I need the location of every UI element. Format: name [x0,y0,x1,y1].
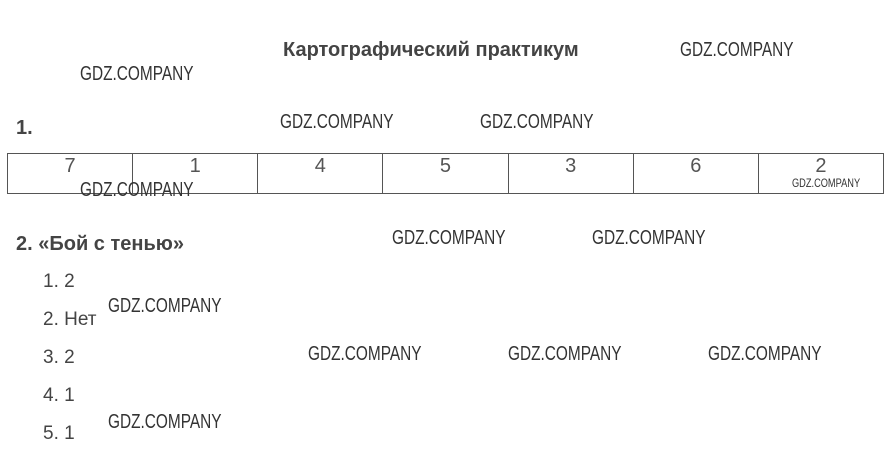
list-item: 4. 1 [43,385,75,406]
table-row: 7 1 4 5 3 6 2 [6,153,885,194]
table-cell: 5 [382,153,509,194]
table-cell: 2 [757,153,885,194]
watermark: GDZ.COMPANY [508,343,622,365]
watermark: GDZ.COMPANY [480,111,594,133]
answer-table: 7 1 4 5 3 6 2 [6,153,885,194]
watermark: GDZ.COMPANY [308,343,422,365]
watermark: GDZ.COMPANY [108,295,222,317]
list-item: 5. 1 [43,423,75,444]
watermark: GDZ.COMPANY [592,227,706,249]
watermark: GDZ.COMPANY [80,63,194,85]
watermark: GDZ.COMPANY [392,227,506,249]
watermark: GDZ.COMPANY [80,179,194,201]
watermark: GDZ.COMPANY [792,176,861,190]
watermark: GDZ.COMPANY [708,343,822,365]
list-item: 3. 2 [43,347,75,368]
watermark: GDZ.COMPANY [280,111,394,133]
table-cell: 3 [507,153,634,194]
list-item: 1. 2 [43,271,75,292]
table-cell: 4 [257,153,384,194]
table-cell: 7 [6,153,134,194]
watermark: GDZ.COMPANY [108,411,222,433]
page-title: Картографический практикум [283,39,579,61]
watermark: GDZ.COMPANY [680,39,794,61]
section-1-heading: 1. [16,117,33,139]
section-2-heading: 2. «Бой с тенью» [16,233,184,255]
table-cell: 6 [632,153,759,194]
list-item: 2. Нет [43,309,97,330]
